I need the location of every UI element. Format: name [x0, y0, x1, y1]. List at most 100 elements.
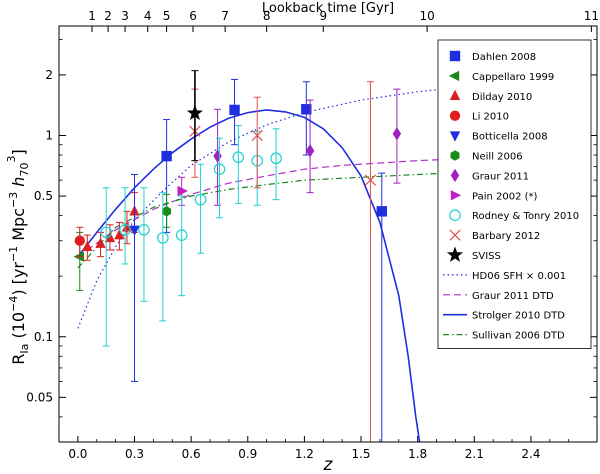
legend-marker-5	[450, 150, 460, 161]
point-2-2	[104, 231, 116, 243]
legend-label-7: Pain 2002 (*)	[472, 191, 538, 202]
legend-marker-8	[449, 209, 461, 221]
top-tick-label-3: 4	[144, 9, 152, 23]
series-3	[74, 226, 85, 258]
point-2-3	[114, 228, 125, 240]
x-tick-label-7: 2.1	[465, 447, 484, 461]
series-6	[213, 88, 402, 206]
legend-label-2: Dilday 2010	[472, 92, 532, 103]
curve-2	[77, 109, 421, 442]
plot-frame	[58, 25, 598, 443]
y-tick-label-3: 1	[45, 129, 53, 143]
x-tick-label-6: 1.8	[408, 447, 427, 461]
point-8-0	[138, 223, 150, 236]
legend-label-4: Botticella 2008	[472, 132, 548, 143]
point-6-2	[392, 127, 402, 141]
point-10-0	[186, 104, 203, 121]
legend-marker-0	[449, 50, 461, 62]
top-tick-label-7: 8	[263, 9, 271, 23]
legend: Dahlen 2008 Cappellaro 1999 Dilday 2010 Li …	[437, 39, 592, 349]
top-tick-label-0: 1	[88, 9, 96, 23]
top-tick-label-10: 11	[584, 9, 599, 23]
legend-marker-9	[449, 229, 461, 241]
point-8-1	[157, 232, 169, 244]
legend-label-8: Rodney & Tonry 2010	[472, 211, 579, 222]
top-tick-label-6: 7	[221, 9, 229, 23]
x-tick-label-2: 0.6	[182, 447, 201, 461]
plot-area	[73, 70, 588, 442]
point-8-3	[194, 193, 207, 206]
top-tick-label-4: 5	[163, 9, 171, 23]
curve-1	[77, 154, 588, 258]
point-0-2	[301, 104, 312, 115]
point-2-4	[121, 221, 133, 232]
legend-box	[437, 39, 592, 349]
legend-marker-3	[449, 110, 461, 121]
top-tick-label-1: 2	[104, 9, 112, 23]
point-9-2-b	[364, 174, 377, 186]
point-8-7	[270, 152, 282, 165]
point-8-5	[232, 151, 245, 164]
top-tick-label-9: 10	[419, 9, 434, 23]
top-tick-label-5: 6	[189, 9, 197, 23]
curve-0	[77, 80, 588, 329]
x-tick-label-3: 0.9	[238, 447, 257, 461]
legend-label-3: Li 2010	[472, 112, 509, 123]
legend-label-6: Graur 2011	[472, 171, 529, 182]
x-axis-title: z	[323, 455, 334, 474]
x-tick-label-0: 0.0	[68, 447, 87, 461]
point-9-2	[364, 174, 377, 186]
x-tick-label-5: 1.5	[351, 447, 370, 461]
legend-label-5: Neill 2006	[472, 152, 523, 163]
y-tick-label-1: 0.1	[34, 330, 53, 344]
y-axis-title: RIa (10−4) [yr−1 Mpc−3 h703]	[5, 149, 31, 364]
x-tick-label-8: 2.4	[521, 447, 540, 461]
series-5	[162, 193, 172, 228]
legend-marker-4	[449, 131, 461, 142]
legend-label-1: Cappellaro 1999	[472, 72, 554, 83]
legend-marker-6	[450, 168, 460, 183]
point-8-8	[119, 223, 131, 236]
point-5-0	[162, 206, 172, 217]
x-tick-label-1: 0.3	[125, 447, 144, 461]
point-0-3	[376, 206, 387, 217]
point-6-1	[305, 144, 315, 158]
point-8-4	[213, 163, 226, 176]
top-tick-label-2: 3	[121, 9, 129, 23]
point-6-0	[213, 149, 222, 163]
point-2-1	[95, 237, 106, 248]
legend-marker-9-b	[449, 229, 461, 241]
series-8	[100, 125, 282, 347]
legend-label-9: Barbary 2012	[472, 231, 540, 242]
y-tick-label-2: 0.5	[34, 189, 53, 203]
series-10	[186, 70, 203, 162]
y-tick-label-4: 2	[45, 68, 53, 82]
top-axis-title: Lookback time [Gyr]	[262, 1, 394, 16]
point-9-1-b	[251, 129, 263, 142]
legend-marker-1	[448, 70, 460, 82]
point-9-1	[251, 129, 263, 142]
legend-curve-label-0: HD06 SFH × 0.001	[472, 271, 566, 282]
point-2-0	[82, 240, 93, 251]
point-7-0	[177, 185, 188, 197]
point-0-0	[161, 150, 172, 162]
legend-curve-label-1: Graur 2011 DTD	[472, 291, 554, 302]
point-8-9	[100, 226, 112, 239]
legend-marker-7	[450, 190, 462, 201]
series-9	[189, 81, 377, 442]
series-4	[129, 174, 140, 382]
legend-marker-2	[449, 89, 461, 100]
curve-3	[77, 168, 588, 269]
y-tick-label-0: 0.05	[26, 390, 53, 404]
legend-curve-label-3: Sullivan 2006 DTD	[472, 331, 565, 342]
point-8-2	[175, 229, 188, 241]
legend-label-10: SVISS	[472, 251, 501, 262]
point-4-0	[129, 225, 140, 236]
x-tick-label-4: 1.2	[295, 447, 314, 461]
point-3-0	[74, 235, 85, 246]
legend-marker-10	[446, 246, 464, 262]
legend-curve-label-2: Strolger 2010 DTD	[472, 311, 565, 322]
legend-label-0: Dahlen 2008	[472, 52, 536, 63]
